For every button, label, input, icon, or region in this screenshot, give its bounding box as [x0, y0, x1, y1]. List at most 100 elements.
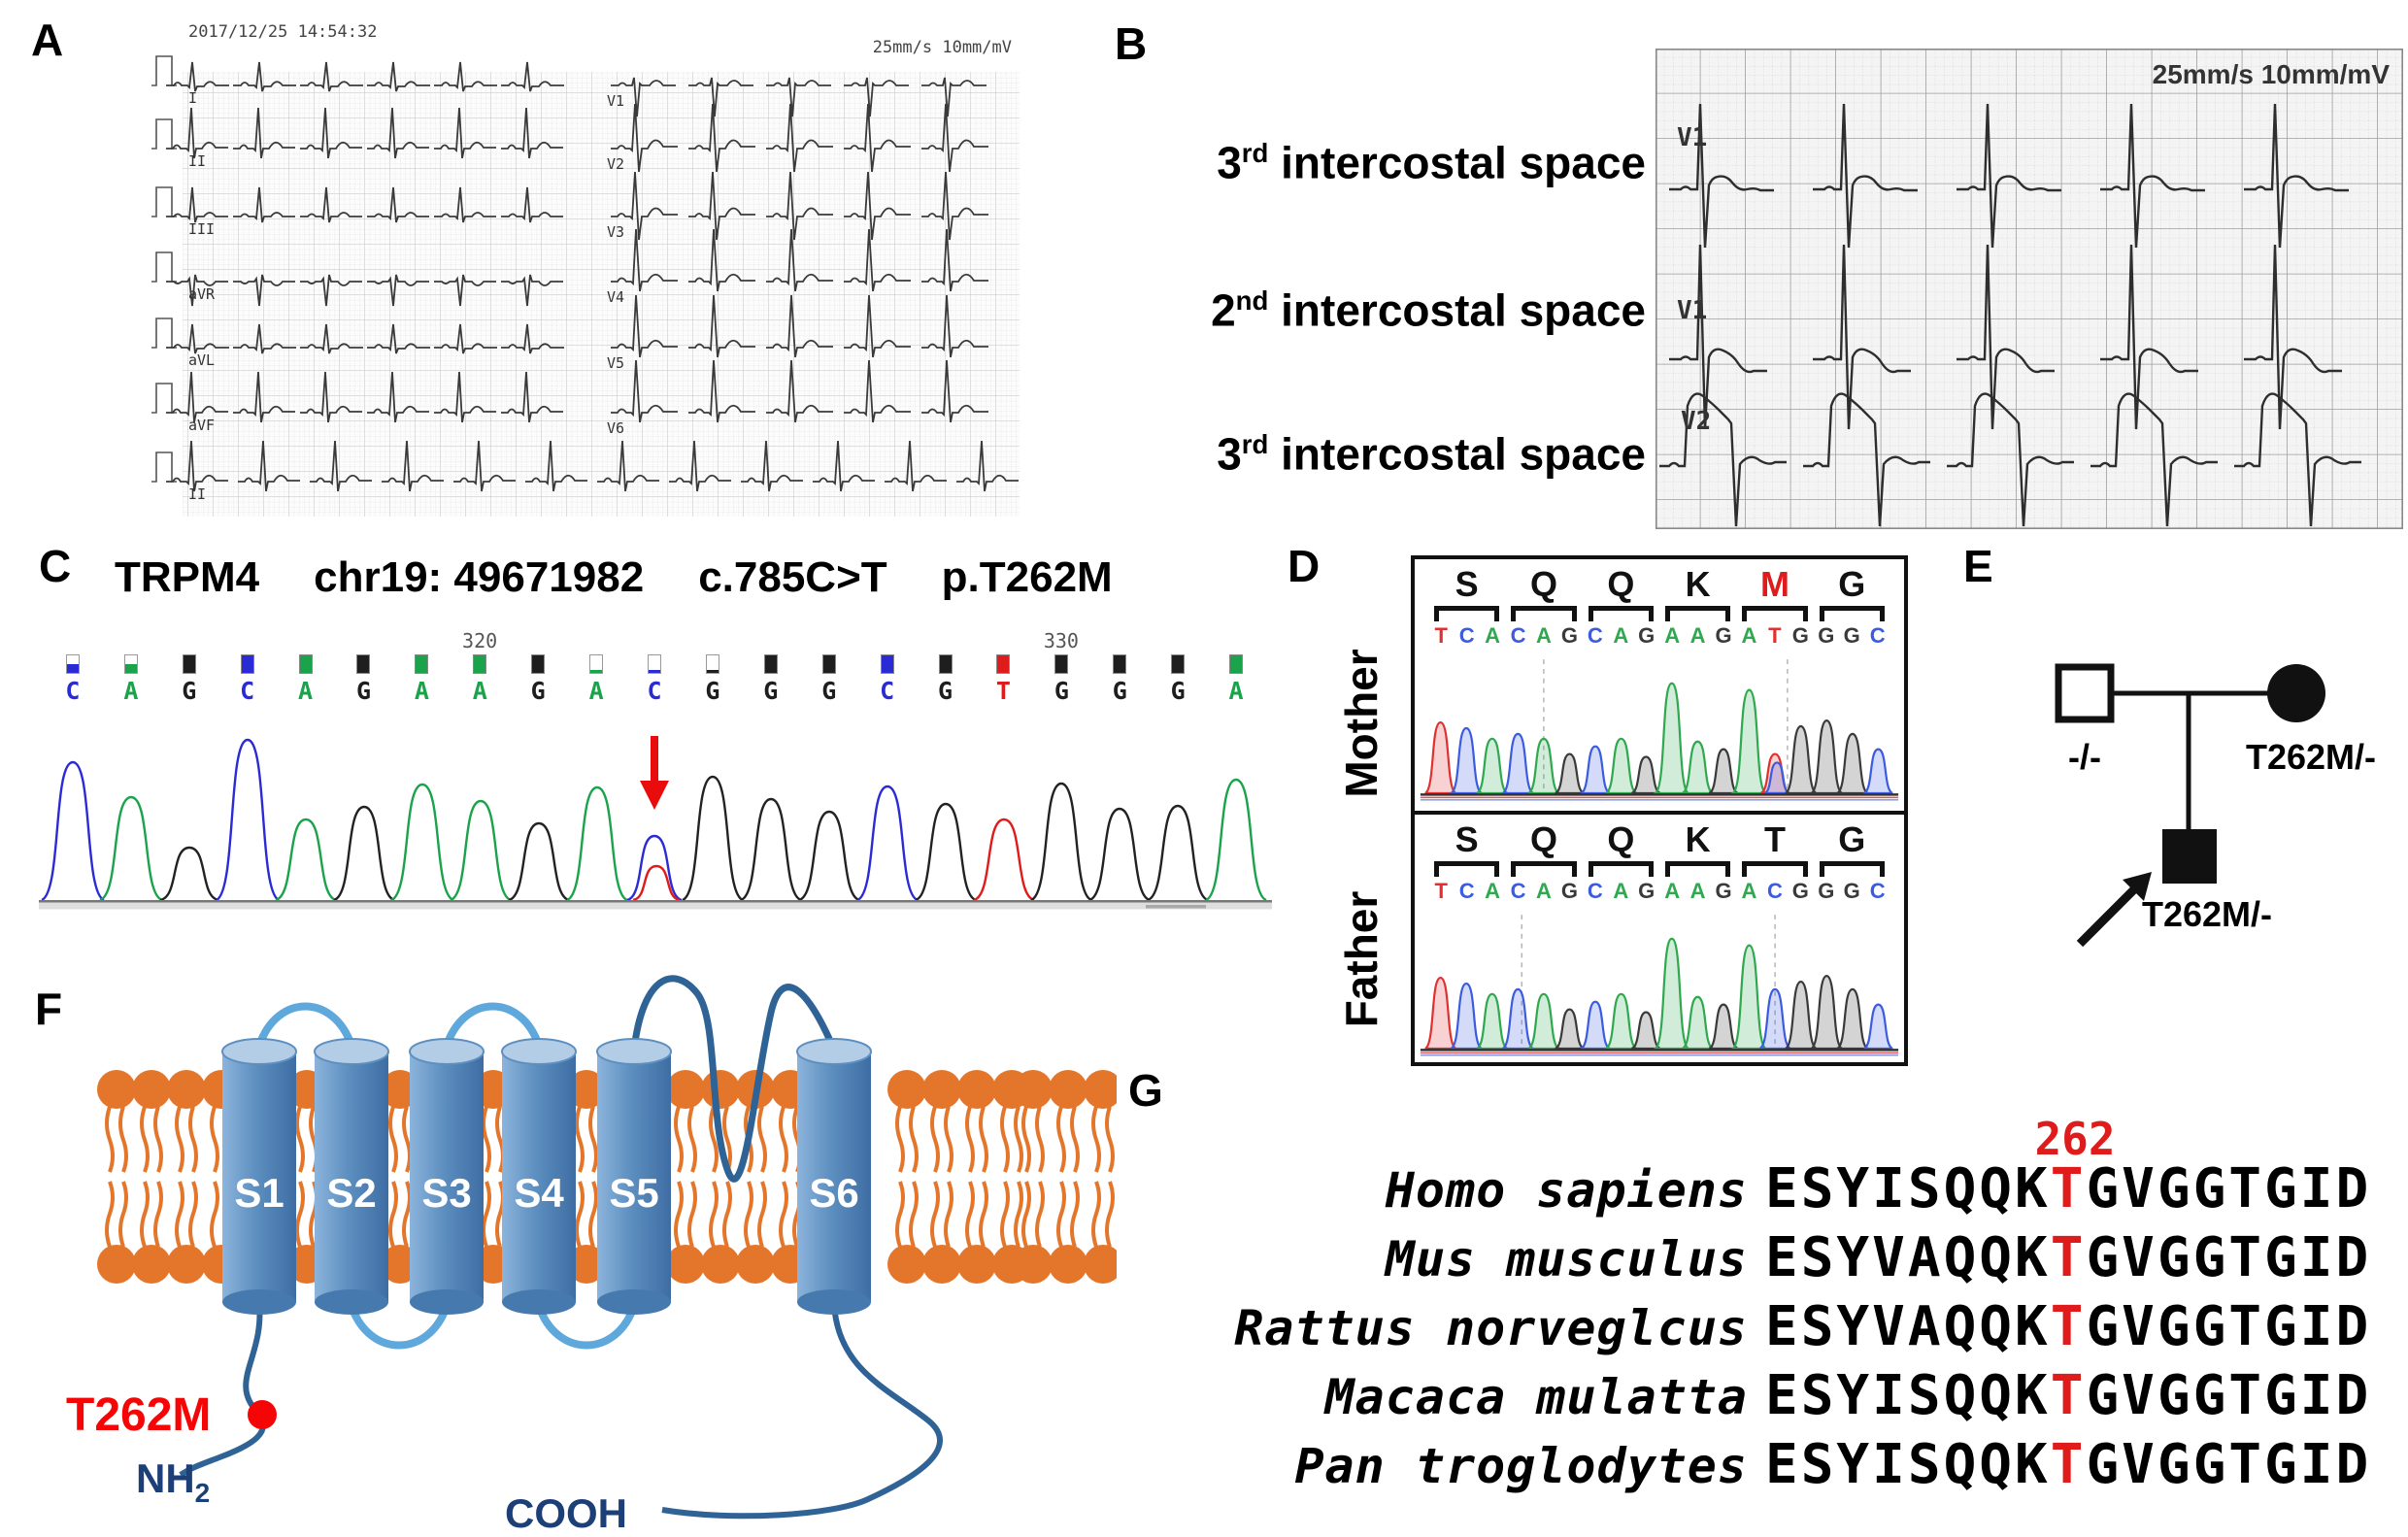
conserved-threonine: T [2050, 1157, 2087, 1220]
codon-cell: Q [1505, 565, 1582, 621]
alignment-row: Mus musculus ESYVAQQKTGVGGTGID [1121, 1226, 2403, 1295]
base-call: G [509, 654, 567, 705]
base-letter: G [1560, 623, 1578, 648]
codon-cell: Q [1583, 820, 1659, 877]
codon-bracket-icon [1511, 606, 1577, 621]
base-call: G [1032, 654, 1090, 705]
base-letter: A [1613, 879, 1629, 903]
base-call: G [1090, 654, 1149, 705]
protein-change: p.T262M [941, 553, 1113, 601]
segment-s4: S4 [514, 1170, 564, 1216]
quality-box [880, 654, 894, 674]
pedigree: -/- T262M/- T262M/- [2055, 663, 2376, 948]
base-letter: G [1818, 879, 1835, 903]
base-call: G [800, 654, 858, 705]
codon-bracket-icon [1434, 861, 1500, 877]
mother-label: Mother [1336, 649, 1387, 798]
mutation-label: T262M [66, 1389, 211, 1441]
quality-box [1113, 654, 1127, 674]
c-terminus-chain [661, 1303, 943, 1520]
base-call: G [1149, 654, 1207, 705]
base-letter: C [1587, 623, 1603, 648]
base-call: A [451, 654, 509, 705]
conserved-threonine: T [2050, 1364, 2087, 1427]
father-chromatogram [1415, 906, 1904, 1059]
species-name: Macaca mulatta [1324, 1369, 1748, 1425]
lead-label-aVL: aVL [188, 351, 215, 369]
conserved-threonine: T [2050, 1226, 2087, 1289]
panel-b-label: B [1115, 18, 1148, 69]
segment-s5: S5 [609, 1170, 658, 1216]
quality-box [123, 654, 138, 674]
base-letter: G [1843, 879, 1860, 903]
panel-g-label: G [1128, 1065, 1163, 1116]
lead-label-aVF: aVF [188, 417, 215, 434]
alignment-position: 262 [2034, 1113, 2116, 1165]
father-symbol [2055, 663, 2115, 723]
codon-cell: G [1814, 820, 1890, 877]
segment-s1: S1 [234, 1170, 284, 1216]
base-call: C [858, 654, 917, 705]
quality-box [763, 654, 778, 674]
intercostal-label: 2nd intercostal space [1211, 284, 1646, 336]
panel-c-label: C [39, 541, 72, 591]
species-name: Rattus norveglcus [1234, 1300, 1748, 1356]
transmembrane-segments: S1 S2 S3 S4 S5 S6 [221, 1038, 872, 1315]
position-320: 320 [462, 629, 498, 652]
base-letter: G [1715, 879, 1732, 903]
alignment-row: Homo sapiens ESYISQQKTGVGGTGID [1121, 1157, 2403, 1226]
base-letter: C [1458, 879, 1475, 903]
codon-bracket-icon [1588, 606, 1654, 621]
lead-label-V1: V1 [607, 92, 624, 110]
quality-box [473, 654, 487, 674]
panel-d-label: D [1288, 541, 1321, 591]
codon-cell: Q [1583, 565, 1659, 621]
base-letter: C [1587, 879, 1603, 903]
mother-symbol [2267, 664, 2325, 722]
base-letter: G [1843, 623, 1860, 648]
base-letter: A [1485, 879, 1501, 903]
codon-bracket-icon [1434, 606, 1500, 621]
base-letter: C [1869, 623, 1886, 648]
species-name: Homo sapiens [1385, 1162, 1748, 1219]
panel-f-label: F [35, 984, 63, 1034]
proband-symbol [2162, 829, 2217, 884]
codon-cell: M [1736, 565, 1813, 621]
base-letter: G [1638, 623, 1656, 648]
quality-box [65, 654, 80, 674]
proband-arrow-icon [2076, 872, 2152, 948]
codon-bracket-icon [1819, 606, 1885, 621]
base-call: T [975, 654, 1033, 705]
codon-bracket-icon [1665, 606, 1731, 621]
codon-bracket-icon [1588, 861, 1654, 877]
base-call: C [625, 654, 684, 705]
codon-bracket-icon [1665, 861, 1731, 877]
ecg-scale: 25mm/s 10mm/mV [873, 38, 1012, 57]
lead-label-V5: V5 [607, 354, 624, 372]
base-letter: G [1560, 879, 1578, 903]
base-letter: A [1664, 623, 1681, 648]
mother-chromatogram [1415, 651, 1904, 804]
proband-genotype: T262M/- [2142, 894, 2272, 934]
mother-genotype: T262M/- [2246, 737, 2376, 777]
lead-label-V6: V6 [607, 419, 624, 437]
segment-s6: S6 [809, 1170, 858, 1216]
quality-box [1229, 654, 1244, 674]
genomic-locus: chr19: 49671982 [314, 553, 645, 601]
alignment-sequence: ESYVAQQKTGVGGTGID [1765, 1226, 2372, 1289]
base-letter: A [1741, 623, 1757, 648]
conservation-alignment: Homo sapiens ESYISQQKTGVGGTGID Mus muscu… [1121, 1157, 2403, 1502]
quality-box [1054, 654, 1069, 674]
position-330: 330 [1043, 629, 1079, 652]
lead-label-V3: V3 [607, 223, 624, 241]
codon-cell: S [1428, 820, 1505, 877]
ecg-12-lead: 2017/12/25 14:54:32 25mm/s 10mm/mV I II … [150, 22, 1020, 517]
lead-label-b-v1-row2: V1 [1677, 296, 1707, 325]
base-letter: A [1613, 623, 1629, 648]
base-letter: A [1536, 623, 1552, 648]
